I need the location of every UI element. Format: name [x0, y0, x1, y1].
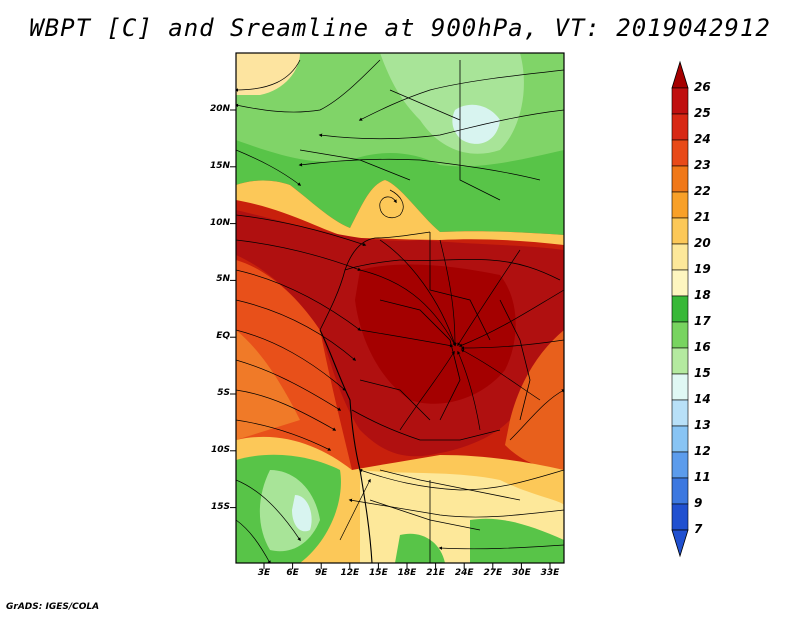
lat-tick-label: 20N	[209, 104, 230, 114]
lon-tick-label: 30E	[512, 568, 531, 578]
colorbar-bottom-triangle	[671, 529, 689, 558]
colorbar-level-label: 19	[694, 262, 711, 276]
colorbar-swatch	[671, 373, 689, 401]
colorbar-swatch	[671, 113, 689, 141]
lon-tick-label: 12E	[340, 568, 360, 578]
colorbar-level-label: 15	[694, 366, 711, 380]
colorbar-level-label: 9	[694, 496, 703, 510]
lon-tick-label: 9E	[314, 568, 328, 578]
colorbar-top-triangle	[671, 60, 689, 89]
colorbar-level-label: 7	[694, 522, 703, 536]
footer-credit: GrADS: IGES/COLA	[6, 602, 100, 612]
lon-tick-label: 27E	[483, 568, 503, 578]
temperature-field	[236, 53, 564, 563]
axis-ticks	[230, 109, 551, 569]
colorbar-swatch	[671, 191, 689, 219]
colorbar-swatch	[671, 477, 689, 505]
colorbar-swatch	[671, 399, 689, 427]
lon-tick-label: 18E	[397, 568, 417, 578]
lat-tick-label: EQ	[216, 331, 230, 342]
colorbar-level-label: 13	[694, 418, 711, 432]
lat-tick-label: 10S	[210, 444, 230, 455]
colorbar-level-label: 12	[694, 444, 711, 458]
colorbar-swatch	[671, 321, 689, 349]
colorbar-level-label: 23	[694, 158, 711, 172]
colorbar-swatch	[671, 347, 689, 375]
map-frame	[235, 52, 565, 564]
colorbar-level-label: 21	[694, 210, 711, 224]
lon-tick-label: 3E	[257, 568, 271, 578]
lon-tick-label: 15E	[369, 568, 388, 578]
colorbar-level-label: 24	[694, 132, 711, 146]
colorbar-level-label: 14	[694, 392, 711, 406]
colorbar	[671, 60, 689, 558]
colorbar-swatch	[671, 243, 689, 271]
lon-tick-label: 33E	[540, 568, 560, 578]
colorbar-swatch	[671, 269, 689, 297]
lon-tick-label: 24E	[454, 568, 474, 578]
lon-tick-label: 6E	[286, 568, 299, 578]
map-title: WBPT [C] and Sreamline at 900hPa, VT: 20…	[29, 14, 771, 42]
lat-tick-label: 5S	[217, 388, 230, 398]
colorbar-swatch	[671, 139, 689, 167]
lat-tick-label: 15S	[210, 501, 230, 512]
lat-tick-label: 5N	[216, 274, 230, 285]
colorbar-swatch	[671, 425, 689, 453]
colorbar-swatch	[671, 451, 689, 479]
colorbar-level-label: 17	[694, 314, 711, 328]
colorbar-swatch	[671, 165, 689, 193]
lon-tick-label: 21E	[426, 568, 445, 578]
colorbar-swatch	[671, 295, 689, 323]
lat-tick-label: 15N	[209, 160, 230, 171]
colorbar-swatch	[671, 217, 689, 245]
colorbar-level-label: 11	[694, 470, 711, 484]
lat-tick-label: 10N	[209, 217, 230, 228]
colorbar-level-label: 18	[694, 288, 711, 302]
colorbar-level-label: 20	[694, 236, 711, 250]
colorbar-level-label: 25	[694, 106, 711, 120]
colorbar-level-label: 16	[694, 340, 711, 354]
colorbar-level-label: 26	[694, 80, 711, 94]
colorbar-level-label: 22	[694, 184, 711, 198]
colorbar-swatch	[671, 87, 689, 115]
colorbar-swatch	[671, 503, 689, 531]
streamlines	[236, 59, 564, 563]
